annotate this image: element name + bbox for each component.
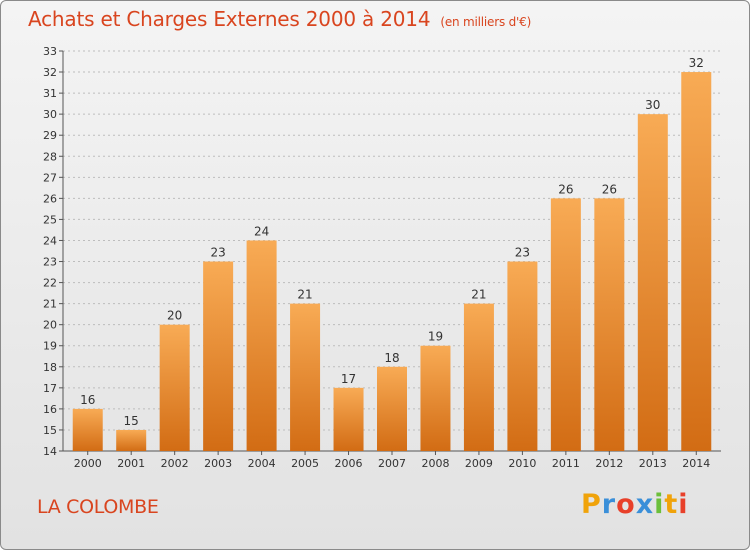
- y-tick-label: 31: [43, 87, 57, 100]
- bar: [246, 240, 277, 451]
- x-tick-label: 2008: [421, 457, 449, 470]
- y-tick-label: 29: [43, 129, 57, 142]
- x-tick-label: 2011: [552, 457, 580, 470]
- x-tick-label: 2007: [378, 457, 406, 470]
- x-tick-label: 2012: [595, 457, 623, 470]
- bar: [116, 429, 147, 451]
- x-tick-label: 2000: [74, 457, 102, 470]
- logo-letter: r: [601, 489, 617, 520]
- bar: [290, 303, 321, 451]
- bar: [681, 72, 712, 451]
- commune-name: LA COLOMBE: [37, 496, 159, 518]
- logo-letter: i: [678, 489, 689, 520]
- y-tick-label: 27: [43, 171, 57, 184]
- y-tick-label: 25: [43, 213, 57, 226]
- y-tick-label: 26: [43, 192, 57, 205]
- proxiti-logo[interactable]: Proxiti: [581, 489, 689, 520]
- x-tick-label: 2014: [682, 457, 710, 470]
- x-tick-label: 2003: [204, 457, 232, 470]
- data-label: 21: [297, 288, 312, 302]
- x-tick-label: 2009: [465, 457, 493, 470]
- bar: [637, 114, 668, 451]
- data-label: 30: [645, 98, 660, 112]
- logo-letter: P: [581, 489, 602, 520]
- y-tick-label: 30: [43, 108, 57, 121]
- y-tick-label: 17: [43, 382, 57, 395]
- x-tick-label: 2006: [335, 457, 363, 470]
- data-label: 17: [341, 372, 356, 386]
- y-tick-label: 24: [43, 234, 57, 247]
- logo-letter: t: [664, 489, 679, 520]
- bar: [333, 387, 364, 451]
- y-tick-label: 28: [43, 150, 57, 163]
- bar: [463, 303, 494, 451]
- data-label: 23: [210, 246, 225, 260]
- y-tick-label: 15: [43, 424, 57, 437]
- data-label: 19: [428, 330, 443, 344]
- bar: [594, 198, 625, 451]
- y-tick-label: 32: [43, 66, 57, 79]
- data-label: 18: [384, 351, 399, 365]
- bar: [420, 345, 451, 451]
- data-label: 16: [80, 393, 95, 407]
- y-tick-label: 14: [43, 445, 57, 458]
- bar: [550, 198, 581, 451]
- x-tick-label: 2005: [291, 457, 319, 470]
- x-tick-label: 2002: [161, 457, 189, 470]
- chart-title-text: Achats et Charges Externes 2000 à 2014: [28, 7, 431, 31]
- data-label: 32: [689, 56, 704, 70]
- y-tick-label: 16: [43, 403, 57, 416]
- chart-subtitle: (en milliers d'€): [440, 15, 532, 29]
- logo-letter: i: [654, 489, 665, 520]
- logo-letter: o: [616, 489, 636, 520]
- y-tick-label: 22: [43, 277, 57, 290]
- x-tick-label: 2013: [639, 457, 667, 470]
- bar: [507, 261, 538, 451]
- data-label: 26: [602, 182, 617, 196]
- data-label: 23: [515, 246, 530, 260]
- y-tick-label: 33: [43, 45, 57, 58]
- data-label: 24: [254, 224, 269, 238]
- bar: [72, 408, 103, 451]
- data-label: 26: [558, 182, 573, 196]
- bar: [377, 366, 407, 451]
- y-tick-label: 23: [43, 256, 57, 269]
- x-tick-label: 2010: [508, 457, 536, 470]
- bar: [159, 324, 190, 451]
- data-label: 20: [167, 309, 182, 323]
- y-tick-label: 18: [43, 361, 57, 374]
- data-label: 21: [471, 288, 486, 302]
- x-tick-label: 2001: [117, 457, 145, 470]
- logo-letter: x: [635, 489, 655, 520]
- data-label: 15: [124, 414, 139, 428]
- y-tick-label: 19: [43, 340, 57, 353]
- chart-title: Achats et Charges Externes 2000 à 2014 (e…: [28, 7, 531, 31]
- bar: [203, 261, 234, 451]
- x-tick-label: 2004: [248, 457, 276, 470]
- y-tick-label: 21: [43, 298, 57, 311]
- y-tick-label: 20: [43, 319, 57, 332]
